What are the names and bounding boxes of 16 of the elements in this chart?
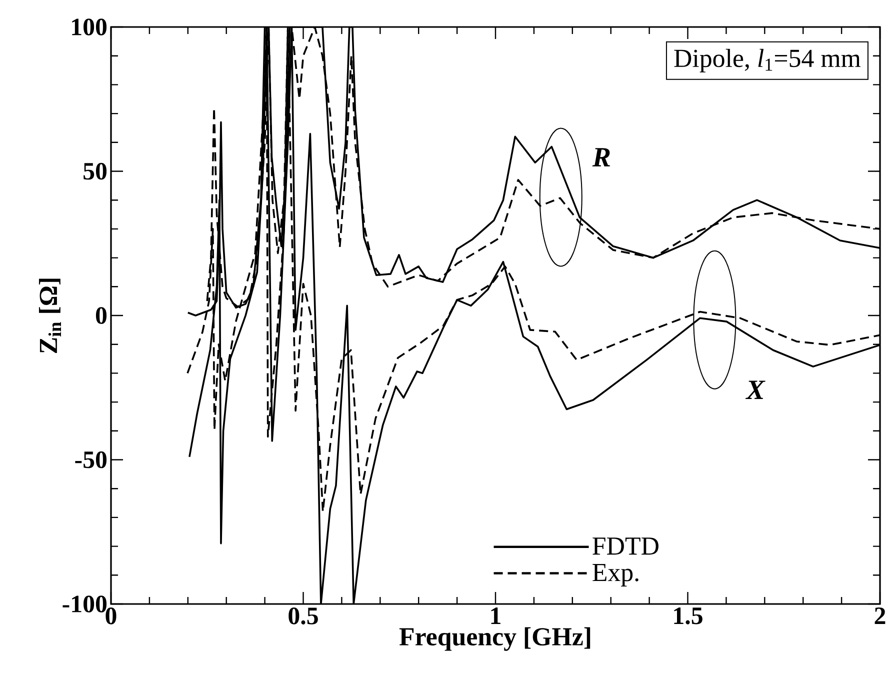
y-tick-label: 0 bbox=[96, 307, 107, 324]
x-axis-title: Frequency [GHz] bbox=[399, 627, 590, 651]
x-tick-label: 0.5 bbox=[288, 608, 318, 624]
y-tick-label: 50 bbox=[84, 162, 107, 180]
y-tick-label: 100 bbox=[72, 18, 107, 36]
annotation: Dipole, l$_{1}$=54 mm bbox=[674, 48, 861, 72]
y-axis-title: Z$_{in}$ [Ω] bbox=[38, 278, 61, 353]
x-tick-label: 1 bbox=[491, 608, 500, 624]
y-tick-label: -100 bbox=[62, 596, 107, 612]
x-tick-label: 1.5 bbox=[674, 608, 702, 624]
x-tick-label: 2 bbox=[874, 608, 886, 624]
annotation: X bbox=[745, 380, 766, 399]
annotation: R bbox=[592, 148, 610, 166]
legend-label: Exp. bbox=[592, 564, 638, 587]
y-tick-label: -50 bbox=[75, 451, 107, 468]
legend-label: FDTD bbox=[592, 538, 658, 555]
